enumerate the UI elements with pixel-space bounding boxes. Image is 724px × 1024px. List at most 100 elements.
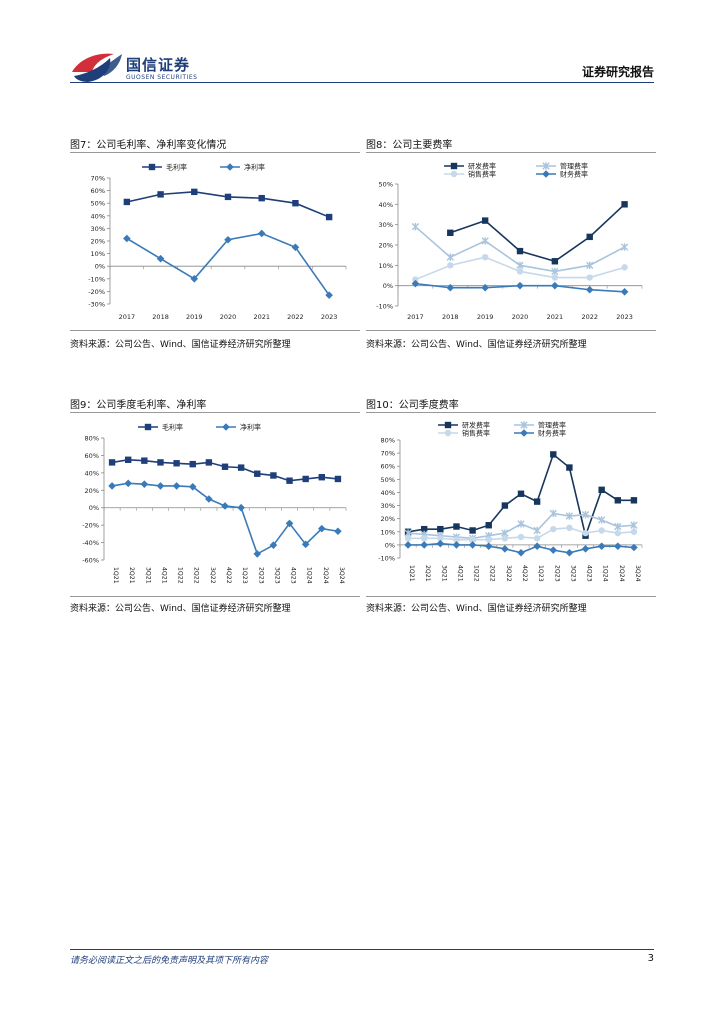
y-tick-label: 30% xyxy=(379,221,393,229)
data-point xyxy=(550,525,557,533)
y-tick-label: 80% xyxy=(381,437,395,445)
y-tick-label: 50% xyxy=(381,476,395,484)
data-point xyxy=(551,274,559,281)
x-tick-label: 2022 xyxy=(581,313,598,321)
figure-8-top-rule xyxy=(366,152,656,153)
data-point xyxy=(123,198,131,206)
figure-10-source: 资料来源：公司公告、Wind、国信证券经济研究所整理 xyxy=(366,604,587,614)
legend-label: 研发费率 xyxy=(468,162,496,171)
data-point xyxy=(586,261,594,270)
y-tick-label: 40% xyxy=(85,469,99,477)
x-tick-label: 2017 xyxy=(119,313,136,321)
legend-swatch-marker xyxy=(450,162,458,170)
data-point xyxy=(285,519,294,528)
data-point xyxy=(291,243,300,252)
data-point xyxy=(566,464,573,471)
data-point xyxy=(437,525,444,533)
data-point xyxy=(517,548,525,557)
series-0 xyxy=(404,451,638,539)
data-point xyxy=(412,276,419,283)
x-tick-label: 2018 xyxy=(442,313,459,321)
data-point xyxy=(551,281,559,290)
data-point xyxy=(446,283,455,292)
x-tick-label: 2Q22 xyxy=(193,567,200,584)
x-tick-label: 1Q21 xyxy=(112,567,119,584)
data-point xyxy=(533,498,541,505)
x-tick-label: 4Q21 xyxy=(456,565,463,582)
figure-8-title: 图8：公司主要费率 xyxy=(366,140,453,151)
report-type-label: 证券研究报告 xyxy=(581,65,654,79)
data-point xyxy=(614,529,621,537)
data-point xyxy=(420,541,428,549)
data-point xyxy=(501,545,509,553)
series-3 xyxy=(411,279,629,296)
data-point xyxy=(533,535,541,542)
page-number: 3 xyxy=(647,953,654,964)
data-point xyxy=(447,262,454,269)
data-point xyxy=(156,482,165,490)
legend-entry: 研发费率 xyxy=(444,162,496,171)
data-point xyxy=(516,247,524,255)
data-point xyxy=(485,522,492,529)
y-tick-label: 10% xyxy=(379,262,393,270)
y-tick-label: 20% xyxy=(381,515,395,523)
data-point xyxy=(614,522,622,531)
data-point xyxy=(318,524,326,533)
series-2 xyxy=(412,254,628,283)
legend-label: 销售费率 xyxy=(462,429,490,438)
legend-entry: 财务费率 xyxy=(536,170,588,179)
y-tick-label: -60% xyxy=(82,557,99,565)
y-tick-label: -20% xyxy=(82,522,99,530)
data-point xyxy=(270,472,277,479)
footer-disclaimer: 请务必阅读正文之后的免责声明及其项下所有内容 xyxy=(70,956,269,966)
data-point xyxy=(257,229,266,238)
x-tick-label: 2019 xyxy=(186,313,203,321)
x-tick-label: 2Q23 xyxy=(553,565,560,582)
series-3 xyxy=(404,539,638,557)
y-tick-label: 10% xyxy=(381,528,395,536)
data-point xyxy=(286,477,293,484)
data-point xyxy=(237,503,245,512)
x-tick-label: 2017 xyxy=(407,313,424,321)
legend-swatch-marker xyxy=(542,162,550,170)
data-point xyxy=(517,490,525,497)
data-point xyxy=(598,527,605,534)
y-tick-label: 60% xyxy=(91,187,105,195)
data-point xyxy=(565,512,574,520)
data-point xyxy=(598,486,605,494)
x-tick-label: 1Q22 xyxy=(177,567,184,584)
legend-entry: 毛利率 xyxy=(142,163,187,172)
data-point xyxy=(191,188,198,196)
data-point xyxy=(517,533,525,541)
series-0 xyxy=(108,456,342,484)
y-tick-label: 0% xyxy=(383,282,393,290)
data-point xyxy=(533,526,541,535)
legend-label: 管理费率 xyxy=(560,162,588,171)
figure-9-top-rule xyxy=(70,412,360,413)
y-tick-label: 70% xyxy=(381,450,395,458)
data-point xyxy=(597,516,606,524)
data-point xyxy=(404,535,412,542)
figure-10-top-rule xyxy=(366,412,656,413)
data-point xyxy=(292,200,299,207)
y-tick-label: 40% xyxy=(381,489,395,497)
legend-swatch-marker xyxy=(148,163,156,171)
x-tick-label: 4Q22 xyxy=(521,565,528,582)
data-point xyxy=(190,275,199,283)
legend-swatch-marker xyxy=(520,421,528,429)
y-tick-label: 60% xyxy=(381,463,395,471)
data-point xyxy=(516,268,524,275)
figure-9-source: 资料来源：公司公告、Wind、国信证券经济研究所整理 xyxy=(70,604,291,614)
data-point xyxy=(140,480,149,488)
data-point xyxy=(205,459,213,466)
data-point xyxy=(156,254,165,263)
data-point xyxy=(157,459,164,466)
data-point xyxy=(221,463,229,470)
data-point xyxy=(469,536,476,543)
header-divider xyxy=(70,82,654,83)
data-point xyxy=(551,258,559,265)
data-point xyxy=(582,529,589,537)
y-tick-label: 0% xyxy=(385,541,395,549)
y-tick-label: 40% xyxy=(379,201,393,209)
y-tick-label: 10% xyxy=(91,250,105,258)
